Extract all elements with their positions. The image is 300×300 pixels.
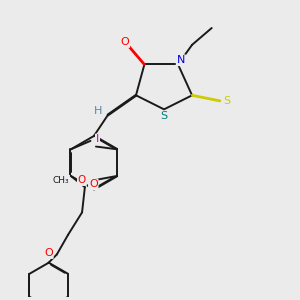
Text: O: O <box>78 175 86 185</box>
Text: I: I <box>96 134 99 145</box>
Text: S: S <box>224 96 231 106</box>
Text: S: S <box>160 111 168 121</box>
Text: O: O <box>120 37 129 47</box>
Text: N: N <box>177 55 185 65</box>
Text: O: O <box>44 248 53 258</box>
Text: H: H <box>94 106 102 116</box>
Text: CH₃: CH₃ <box>53 176 69 184</box>
Text: O: O <box>89 179 98 189</box>
